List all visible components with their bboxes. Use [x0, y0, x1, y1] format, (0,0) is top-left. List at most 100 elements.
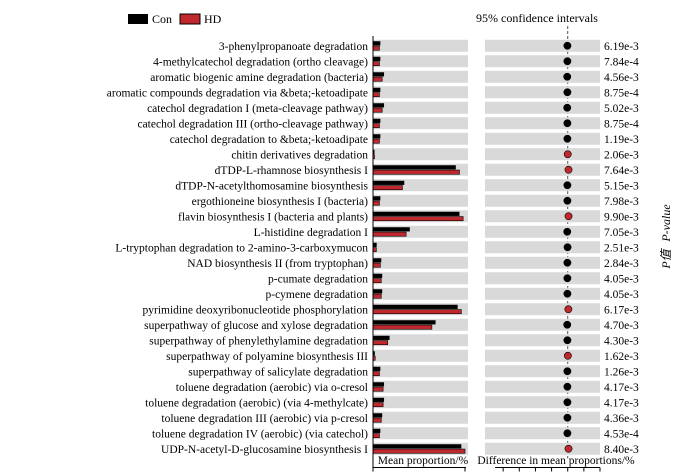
- ci-point: [563, 243, 572, 252]
- row-band-right: [485, 225, 600, 238]
- category-label: 3-phenylpropanoate degradation: [219, 41, 368, 53]
- bar-con: [373, 180, 405, 185]
- ci-point: [563, 227, 572, 236]
- row-band-right: [485, 210, 600, 223]
- category-label: 4-methylcatechol degradation (ortho clea…: [153, 56, 368, 68]
- p-value: 2.84e-3: [604, 258, 639, 270]
- row-band-left: [373, 380, 468, 393]
- legend-swatch-hd: [179, 13, 201, 25]
- bar-con: [373, 134, 381, 139]
- ci-point: [563, 320, 572, 329]
- bar-con: [373, 304, 458, 309]
- category-label: L-tryptophan degradation to 2-amino-3-ca…: [115, 242, 368, 254]
- p-value-axis-title-sub: P-value: [659, 204, 673, 243]
- category-label: flavin biosynthesis I (bacteria and plan…: [178, 211, 368, 223]
- bar-hd: [372, 433, 380, 439]
- legend-label-hd: HD: [204, 12, 222, 26]
- p-value: 1.62e-3: [604, 351, 639, 363]
- category-label: dTDP-L-rhamnose biosynthesis I: [215, 165, 368, 177]
- row-band-left: [373, 365, 468, 378]
- bar-con: [373, 351, 375, 356]
- row-band-right: [485, 427, 600, 440]
- ci-point: [564, 165, 573, 174]
- category-label: catechol degradation III (ortho-cleavage…: [137, 118, 368, 130]
- p-value: 4.70e-3: [604, 320, 639, 332]
- ci-point: [563, 41, 572, 50]
- category-label: catechol degradation to &beta;-ketoadipa…: [170, 134, 368, 146]
- category-label: toluene degradation (aerobic) (via 4-met…: [145, 397, 368, 409]
- right-x-axis-label: Difference in mean proportions/%: [477, 455, 635, 467]
- ci-point: [563, 382, 572, 391]
- bar-hd: [372, 216, 464, 222]
- bar-con: [373, 41, 381, 46]
- bar-hd: [372, 448, 466, 454]
- ci-point: [563, 351, 572, 360]
- category-label: aromatic biogenic amine degradation (bac…: [150, 72, 368, 84]
- category-label: superpathway of polyamine biosynthesis I…: [166, 351, 368, 363]
- row-band-right: [485, 194, 600, 207]
- p-value: 7.98e-3: [604, 196, 639, 208]
- bar-con: [373, 227, 410, 232]
- category-label: NAD biosynthesis II (from tryptophan): [187, 258, 368, 270]
- row-band-right: [485, 334, 600, 347]
- row-band-left: [373, 55, 468, 68]
- p-value: 6.19e-3: [604, 41, 639, 53]
- bar-hd: [372, 386, 384, 392]
- bar-con: [373, 118, 381, 123]
- category-label: superpathway of salicylate degradation: [188, 366, 368, 378]
- p-value: 1.26e-3: [604, 366, 639, 378]
- bar-hd: [372, 138, 380, 144]
- axes: 00.5−4−3−2−1012: [372, 36, 601, 472]
- row-band-right: [485, 132, 600, 145]
- bar-con: [373, 335, 390, 340]
- ci-point: [563, 274, 572, 283]
- category-label: toluene degradation (aerobic) via o-cres…: [176, 382, 368, 394]
- bar-con: [373, 87, 381, 92]
- p-value: 8.40e-3: [604, 444, 639, 456]
- category-label: superpathway of phenylethylamine degrada…: [149, 335, 368, 347]
- ci-point: [564, 212, 573, 221]
- ci-panel-title: 95% confidence intervals: [476, 11, 598, 25]
- bar-con: [373, 211, 460, 216]
- row-band-right: [485, 365, 600, 378]
- row-band-left: [373, 101, 468, 114]
- bar-hd: [372, 200, 380, 206]
- category-label: toluene degradation III (aerobic) via p-…: [161, 413, 368, 425]
- ci-point: [563, 289, 572, 298]
- p-value-labels: 6.19e-3 7.84e-4 4.56e-3 8.75e-4 5.02e-3 8.75e…: [604, 41, 639, 456]
- row-band-right: [485, 241, 600, 254]
- bar-con: [373, 103, 385, 108]
- bar-hd: [372, 61, 380, 67]
- row-band-left: [373, 334, 468, 347]
- p-value-axis-title: P值 P-value: [659, 204, 673, 270]
- bar-hd: [372, 185, 403, 191]
- row-band-right: [485, 39, 600, 52]
- row-band-left: [373, 39, 468, 52]
- bar-hd: [372, 123, 380, 129]
- row-band-right: [485, 148, 600, 161]
- legend-label-con: Con: [152, 12, 172, 26]
- category-label: p-cumate degradation: [268, 273, 368, 285]
- p-value: 9.90e-3: [604, 211, 639, 223]
- row-band-right: [485, 318, 600, 331]
- row-band-left: [373, 349, 468, 362]
- p-value: 4.36e-3: [604, 413, 639, 425]
- bar-hd: [372, 92, 380, 98]
- ci-point: [563, 398, 572, 407]
- row-band-left: [373, 148, 468, 161]
- row-band-right: [485, 442, 600, 455]
- bar-hd: [372, 278, 382, 284]
- row-band-right: [485, 287, 600, 300]
- row-band-right: [485, 380, 600, 393]
- bar-hd: [372, 107, 383, 113]
- ci-point: [563, 336, 572, 345]
- p-value-axis-title-main: P值: [659, 247, 673, 269]
- p-value: 4.56e-3: [604, 72, 639, 84]
- bar-hd: [372, 45, 380, 51]
- row-band-left: [373, 86, 468, 99]
- row-band-left: [373, 411, 468, 424]
- category-label: dTDP-N-acetylthomosamine biosynthesis: [175, 180, 368, 192]
- category-label: UDP-N-acetyl-D-glucosamine biosynthesis …: [161, 444, 368, 456]
- bar-hd: [372, 371, 380, 377]
